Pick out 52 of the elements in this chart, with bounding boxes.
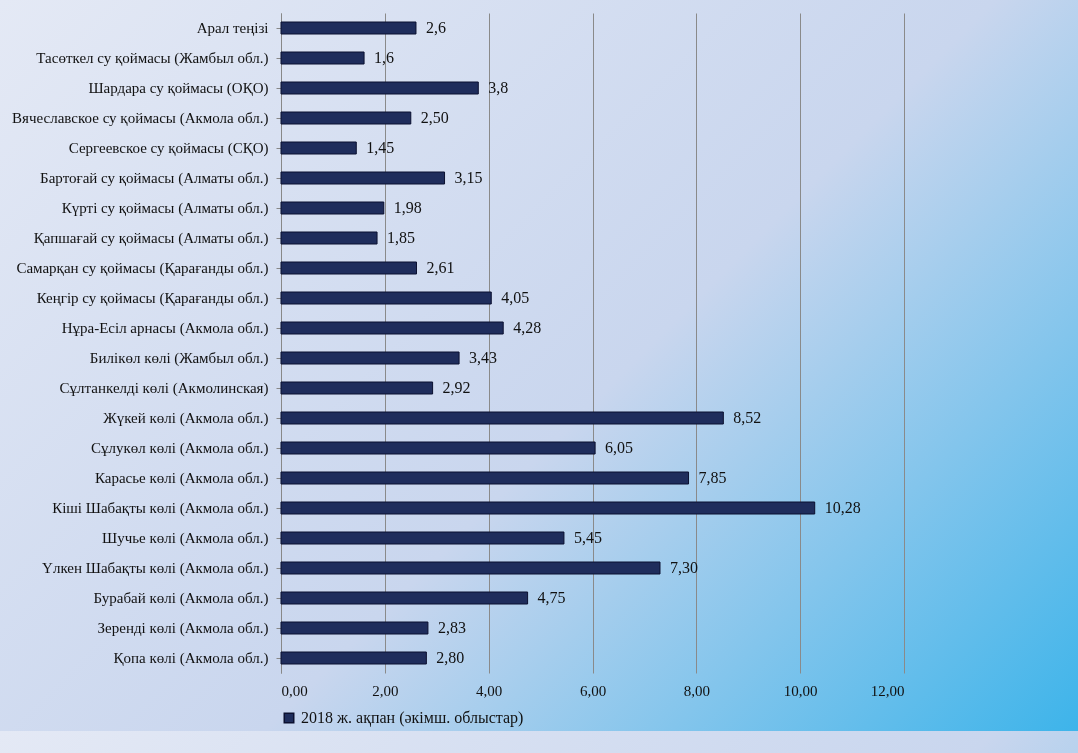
x-tick-label: 0,00 bbox=[281, 682, 308, 699]
data-label: 2,61 bbox=[426, 259, 455, 276]
y-tick-label: Самарқан су қоймасы (Қарағанды обл.) bbox=[16, 260, 269, 277]
y-tick-label: Тасөткел су қоймасы (Жамбыл обл.) bbox=[36, 50, 269, 67]
y-tick-label: Нұра-Есіл арнасы (Акмола обл.) bbox=[61, 320, 269, 337]
x-tick-label: 10,00 bbox=[783, 682, 818, 699]
y-tick-label: Бартоғай су қоймасы (Алматы обл.) bbox=[40, 170, 269, 187]
y-tick-label: Күрті су қоймасы (Алматы обл.) bbox=[61, 200, 269, 217]
data-label: 2,83 bbox=[437, 619, 466, 636]
data-label: 3,15 bbox=[454, 169, 483, 186]
legend-label: 2018 ж. ақпан (әкімш. облыстар) bbox=[301, 709, 524, 727]
y-tick-label: Үлкен Шабақты көлі (Акмола обл.) bbox=[42, 560, 269, 577]
data-label: 10,28 bbox=[824, 499, 861, 516]
y-tick-label: Арал теңізі bbox=[196, 20, 269, 36]
data-label: 6,05 bbox=[605, 439, 634, 456]
y-tick-label: Қопа көлі (Акмола обл.) bbox=[113, 650, 269, 667]
y-tick-label: Жүкей көлі (Акмола обл.) bbox=[103, 410, 269, 427]
data-label: 3,8 bbox=[488, 79, 509, 96]
x-tick-label: 12,00 bbox=[870, 682, 905, 699]
y-tick-label: Карасье көлі (Акмола обл.) bbox=[94, 470, 269, 487]
data-label: 4,05 bbox=[501, 289, 530, 306]
y-tick-label: Кеңгір су қоймасы (Қарағанды обл.) bbox=[36, 290, 269, 307]
y-tick-label: Билікөл көлі (Жамбыл обл.) bbox=[89, 350, 269, 367]
y-tick-label: Қапшағай су қоймасы (Алматы обл.) bbox=[33, 230, 269, 247]
x-tick-label: 2,00 bbox=[372, 682, 399, 699]
data-label: 2,6 bbox=[425, 19, 446, 36]
y-tick-label: Кіші Шабақты көлі (Акмола обл.) bbox=[52, 500, 269, 517]
data-label: 4,28 bbox=[513, 319, 542, 336]
data-label: 2,80 bbox=[436, 649, 465, 666]
data-label: 1,6 bbox=[374, 49, 395, 66]
data-label: 3,43 bbox=[469, 349, 498, 366]
y-tick-label: Сергеевское су қоймасы (СҚО) bbox=[68, 140, 269, 157]
y-tick-label: Сұлукөл көлі (Акмола обл.) bbox=[91, 440, 269, 457]
data-label: 1,98 bbox=[393, 199, 422, 216]
data-label: 1,85 bbox=[387, 229, 416, 246]
data-label: 7,85 bbox=[698, 469, 727, 486]
x-tick-label: 6,00 bbox=[579, 682, 607, 699]
data-label: 2,50 bbox=[420, 109, 449, 126]
y-tick-label: Шучье көлі (Акмола обл.) bbox=[102, 530, 269, 547]
data-label: 5,45 bbox=[573, 529, 602, 546]
x-tick-label: 8,00 bbox=[683, 682, 710, 699]
data-label: 4,75 bbox=[537, 589, 566, 606]
y-tick-label: Шардара су қоймасы (ОҚО) bbox=[88, 80, 269, 97]
data-label: 2,92 bbox=[442, 379, 471, 396]
data-label: 8,52 bbox=[733, 409, 762, 426]
data-label: 1,45 bbox=[366, 139, 395, 156]
x-tick-label: 4,00 bbox=[476, 682, 503, 699]
y-tick-label: Сұлтанкелді көлі (Акмолинская) bbox=[59, 380, 269, 397]
y-tick-label: Бурабай көлі (Акмола обл.) bbox=[93, 590, 269, 607]
y-tick-label: Зеренді көлі (Акмола обл.) bbox=[97, 620, 269, 637]
data-label: 7,30 bbox=[669, 559, 698, 576]
y-tick-label: Вячеславское су қоймасы (Акмола обл.) bbox=[12, 110, 269, 127]
